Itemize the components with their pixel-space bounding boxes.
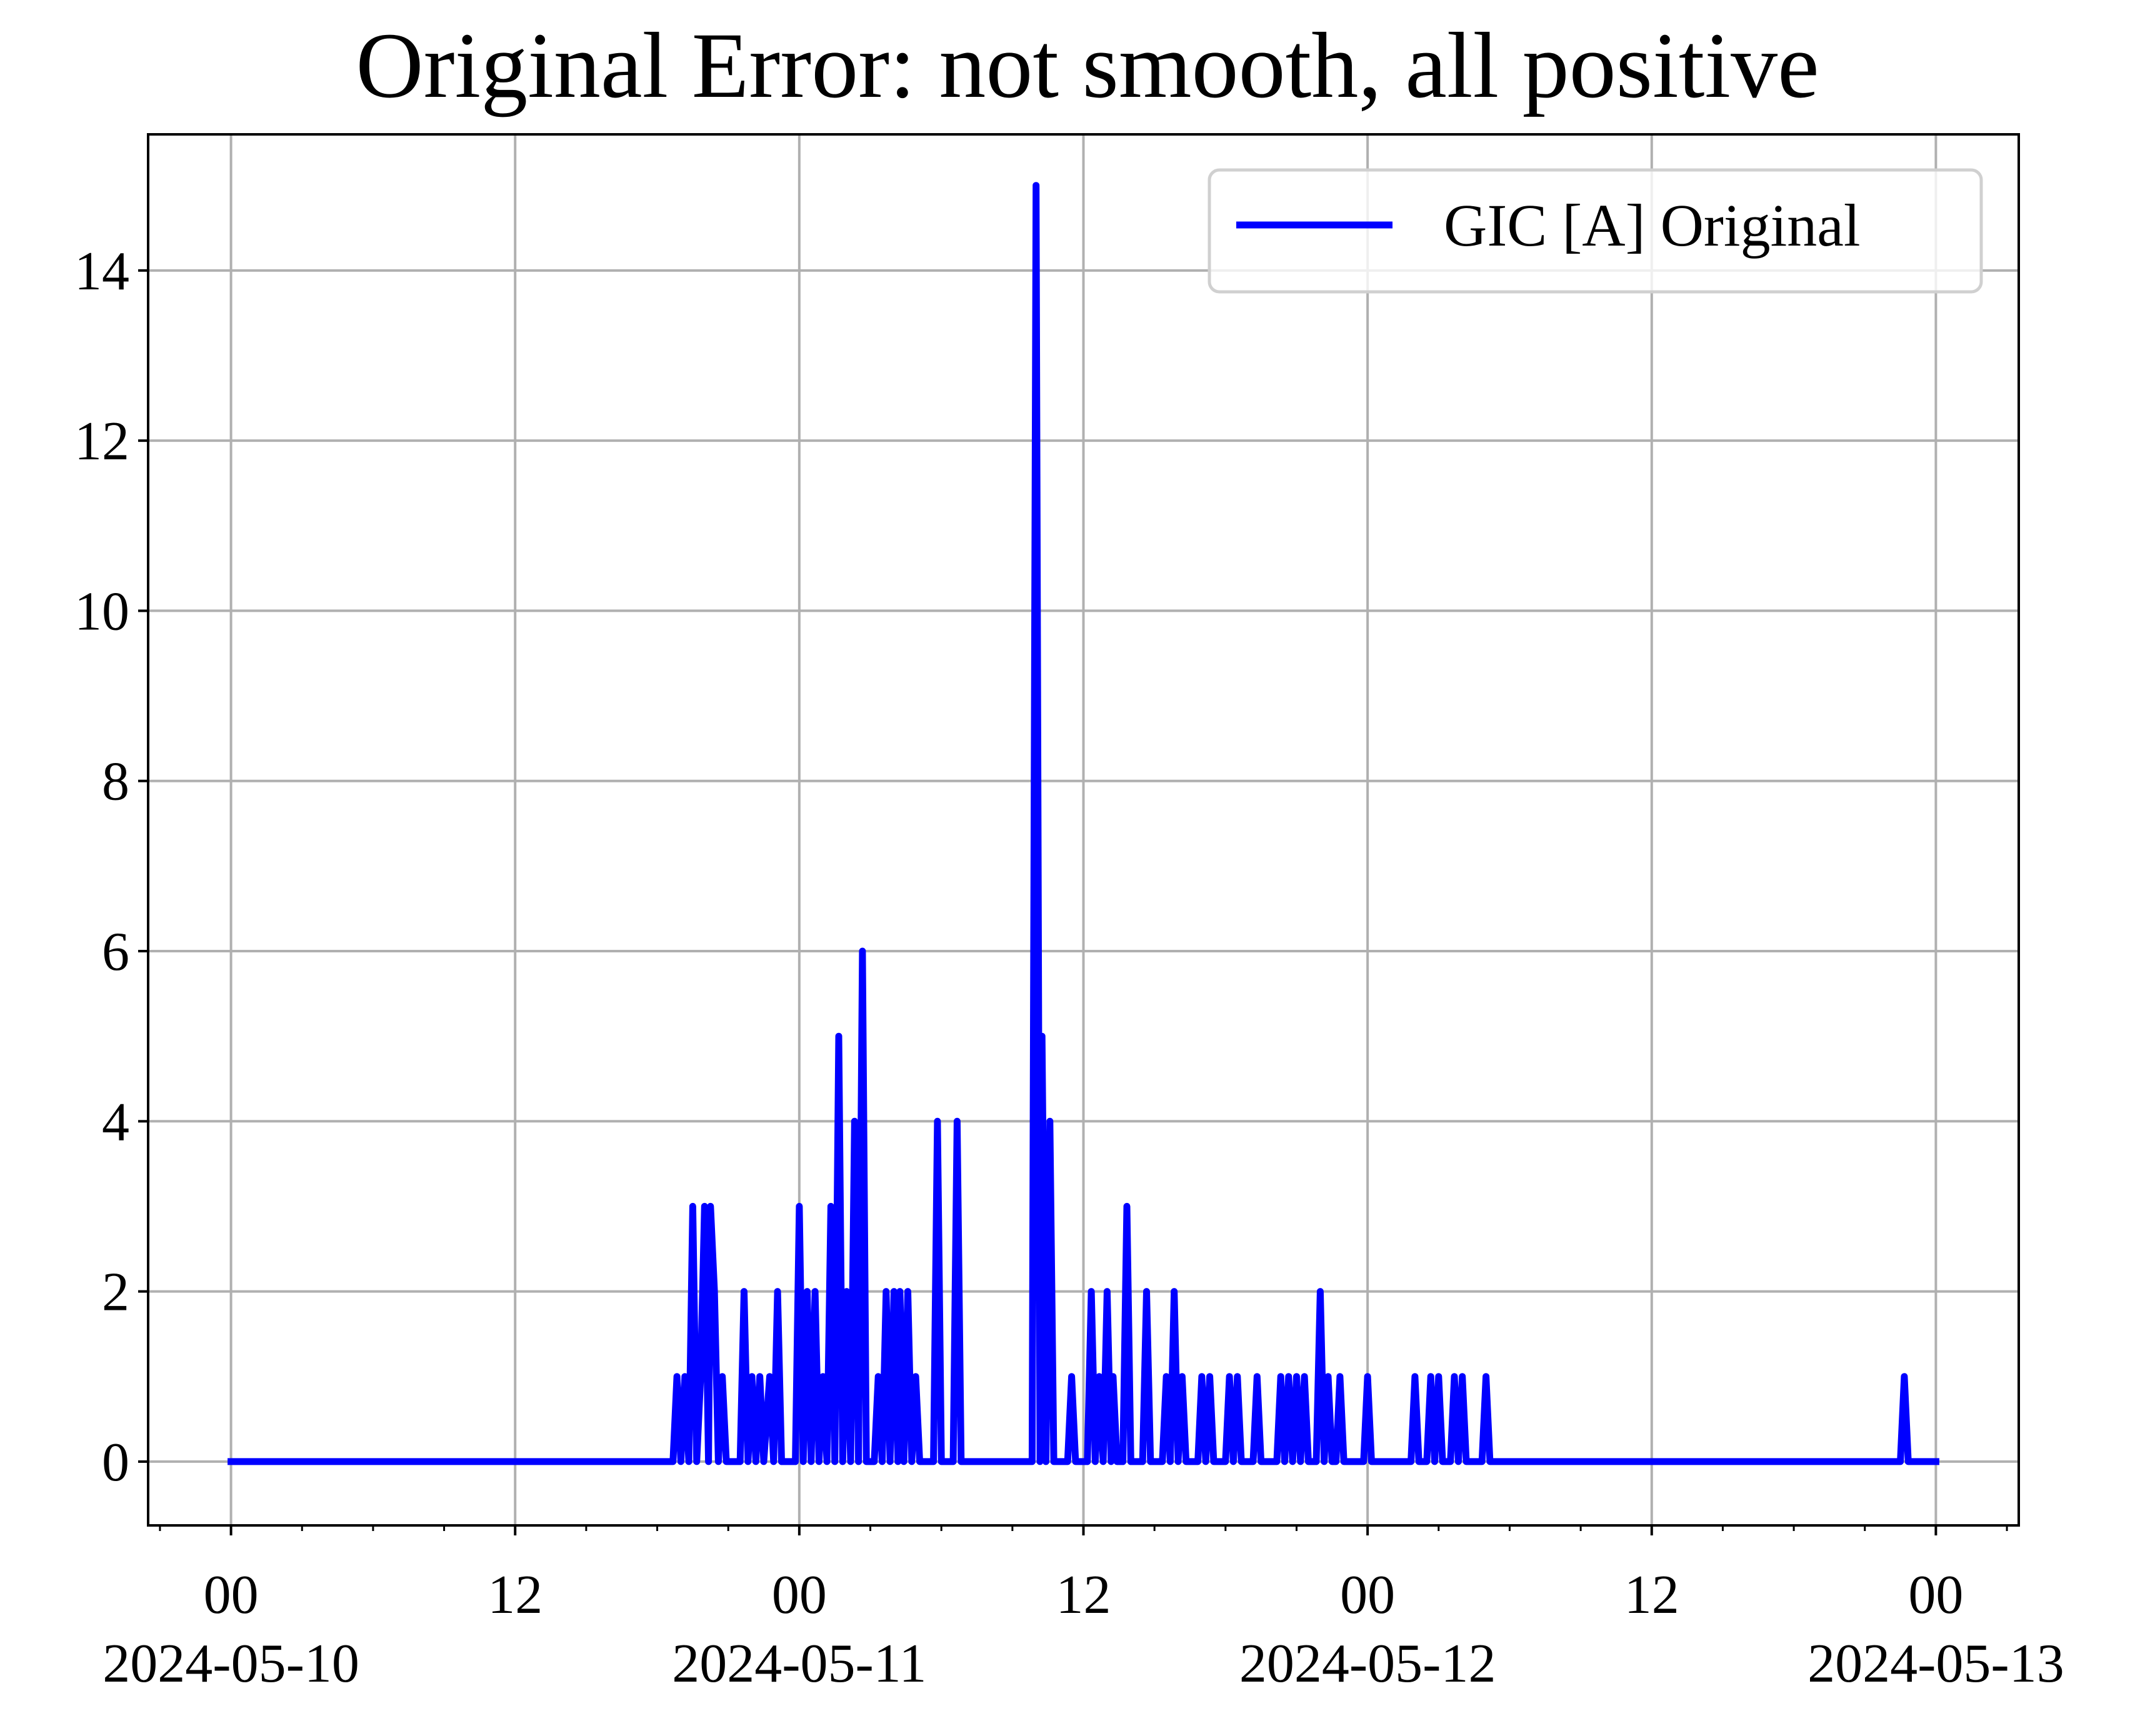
x-tick-label: 00 (204, 1565, 259, 1625)
x-tick-date-label: 2024-05-11 (672, 1634, 926, 1694)
axis-layer: 0 2 4 6 8 10 12 14 00 2024-05-10 12 00 2024-05-11 12 0… (74, 241, 2064, 1694)
y-tick-label: 2 (102, 1262, 129, 1323)
x-tick-date-label: 2024-05-10 (102, 1634, 359, 1694)
y-tick-label: 8 (102, 752, 129, 812)
x-tick-label: 00 (772, 1565, 827, 1625)
series-line-0 (228, 182, 1939, 1465)
y-tick-label: 14 (74, 241, 129, 302)
series-layer (228, 182, 1939, 1465)
legend-label: GIC [A] Original (1444, 192, 1861, 259)
x-tick-label: 00 (1908, 1565, 1963, 1625)
y-tick-label: 10 (74, 581, 129, 642)
y-tick-label: 6 (102, 922, 129, 982)
chart-title: Original Error: not smooth, all positive (356, 14, 1819, 117)
x-tick-date-label: 2024-05-13 (1808, 1634, 2064, 1694)
x-tick-date-label: 2024-05-12 (1239, 1634, 1496, 1694)
y-tick-label: 0 (102, 1432, 129, 1493)
x-tick-label: 12 (488, 1565, 542, 1625)
x-tick-label: 12 (1624, 1565, 1679, 1625)
y-tick-label: 4 (102, 1092, 129, 1152)
x-tick-label: 12 (1056, 1565, 1111, 1625)
x-tick-label: 00 (1340, 1565, 1395, 1625)
y-tick-label: 12 (74, 411, 129, 472)
legend: GIC [A] Original (1208, 168, 1983, 294)
legend-box (1208, 168, 1983, 294)
